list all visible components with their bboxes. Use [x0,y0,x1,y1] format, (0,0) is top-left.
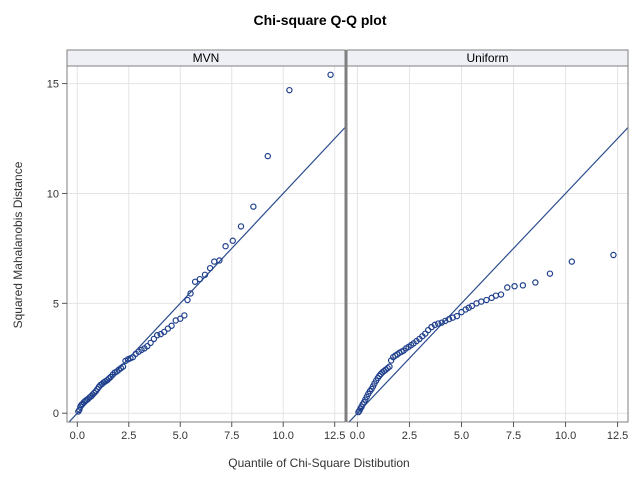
data-point [468,302,476,310]
panel-frame [66,49,346,423]
data-point [237,223,245,230]
x-tick-label: 12.5 [324,430,345,442]
x-tick-label: 10.0 [555,430,576,442]
data-point [424,326,432,334]
data-point [497,291,505,298]
data-point [483,296,490,304]
x-tick-label: 2.5 [121,430,136,442]
data-point [144,342,151,350]
data-point [546,270,554,277]
data-point [438,319,445,326]
data-point [445,315,453,323]
data-point [181,312,188,319]
data-point [568,258,576,265]
data-point [327,71,334,78]
data-point [103,377,111,384]
data-point [196,275,204,283]
panel-label: MVN [193,51,220,65]
data-point [519,282,527,289]
panels-group: MVN 0.0 2.5 5.0 7.5 10.0 12.5 Uniform 0.0 2.5 5.0 7… [66,49,629,442]
data-point [434,320,442,327]
x-tick-label: 12.5 [607,430,628,442]
chart-title: Chi-square Q-Q plot [254,12,387,28]
x-tick-label: 10.0 [273,430,294,442]
reference-line [348,127,628,422]
panel-mvn: MVN 0.0 2.5 5.0 7.5 10.0 12.5 [66,49,346,442]
data-point [229,237,236,244]
data-point [168,322,175,329]
data-point [191,278,199,285]
data-point [211,258,218,265]
data-point [532,279,539,286]
x-tick-label: 5.0 [454,430,469,442]
data-point [177,315,184,322]
y-tick-label: 10 [47,188,59,200]
x-tick-label: 0.0 [350,430,365,442]
y-axis: 0 5 10 15 [47,79,67,420]
data-point [90,389,98,397]
data-point [492,292,500,299]
data-point [153,331,161,339]
data-point [76,406,83,414]
data-point [150,335,158,343]
data-point [119,363,127,370]
data-point [462,306,469,313]
data-point [222,242,229,250]
x-tick-label: 0.0 [70,430,85,442]
data-point [216,257,223,264]
data-point [250,203,257,210]
data-point [386,363,393,370]
data-point [465,304,472,311]
data-point [286,86,293,94]
data-point [201,271,209,278]
points-mvn [75,71,334,415]
data-point [184,296,191,304]
data-point [264,152,271,160]
points-uniform [355,251,617,416]
data-point [147,339,154,347]
data-point [442,317,449,325]
data-point [504,284,511,291]
data-point [610,251,617,259]
y-axis-label: Squared Mahalanobis Distance [11,161,25,328]
y-tick-label: 15 [47,79,59,91]
data-point [160,328,168,336]
x-tick-label: 5.0 [173,430,188,442]
x-tick-label: 7.5 [506,430,521,442]
y-tick-label: 5 [53,298,59,310]
x-tick-label: 2.5 [402,430,417,442]
data-point [187,290,194,297]
data-point [206,264,214,272]
reference-line [68,127,345,422]
panel-uniform: Uniform 0.0 2.5 5.0 7.5 10.0 12.5 [346,49,629,442]
panel-label: Uniform [466,51,508,65]
data-point [453,312,461,320]
x-axis-label: Quantile of Chi-Square Distibution [228,456,409,470]
data-point [511,282,518,290]
y-tick-label: 0 [53,408,59,420]
data-point [431,321,439,329]
data-point [105,375,113,382]
x-tick-label: 7.5 [224,430,239,442]
data-point [376,372,383,380]
